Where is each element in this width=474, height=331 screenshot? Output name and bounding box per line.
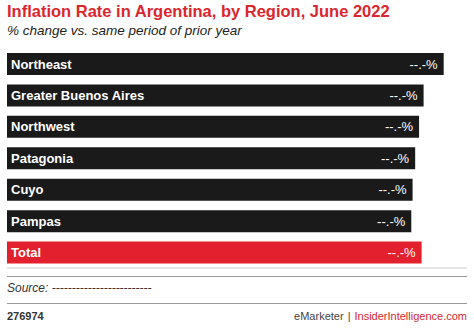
svg-text:Pampas: Pampas (11, 214, 61, 229)
svg-text:Cuyo: Cuyo (11, 182, 44, 197)
html-text:eMarketer | InsiderIntelligenc: eMarketer | InsiderIntelligence.com (294, 310, 467, 322)
svg-text:Total: Total (11, 245, 41, 260)
html-text:% change vs. same period of pr: % change vs. same period of prior year (7, 23, 242, 38)
svg-text:--.-%: --.-% (378, 182, 407, 197)
svg-text:--.-%: --.-% (387, 245, 416, 260)
svg-text:Northeast: Northeast (11, 57, 72, 72)
html-text:Inflation Rate in Argentina, b: Inflation Rate in Argentina, by Region, … (7, 2, 390, 20)
svg-text:Northwest: Northwest (11, 119, 75, 134)
svg-text:--.-%: --.-% (389, 88, 418, 103)
svg-text:Patagonia: Patagonia (11, 151, 74, 166)
html-text:276974: 276974 (7, 310, 44, 322)
html-text:Source: ----------------------: Source: ------------------------- (7, 281, 152, 295)
svg-text:--.-%: --.-% (381, 151, 410, 166)
svg-text:--.-%: --.-% (410, 57, 439, 72)
svg-text:--.-%: --.-% (385, 119, 414, 134)
svg-text:Greater Buenos Aires: Greater Buenos Aires (11, 88, 144, 103)
svg-text:--.-%: --.-% (377, 214, 406, 229)
